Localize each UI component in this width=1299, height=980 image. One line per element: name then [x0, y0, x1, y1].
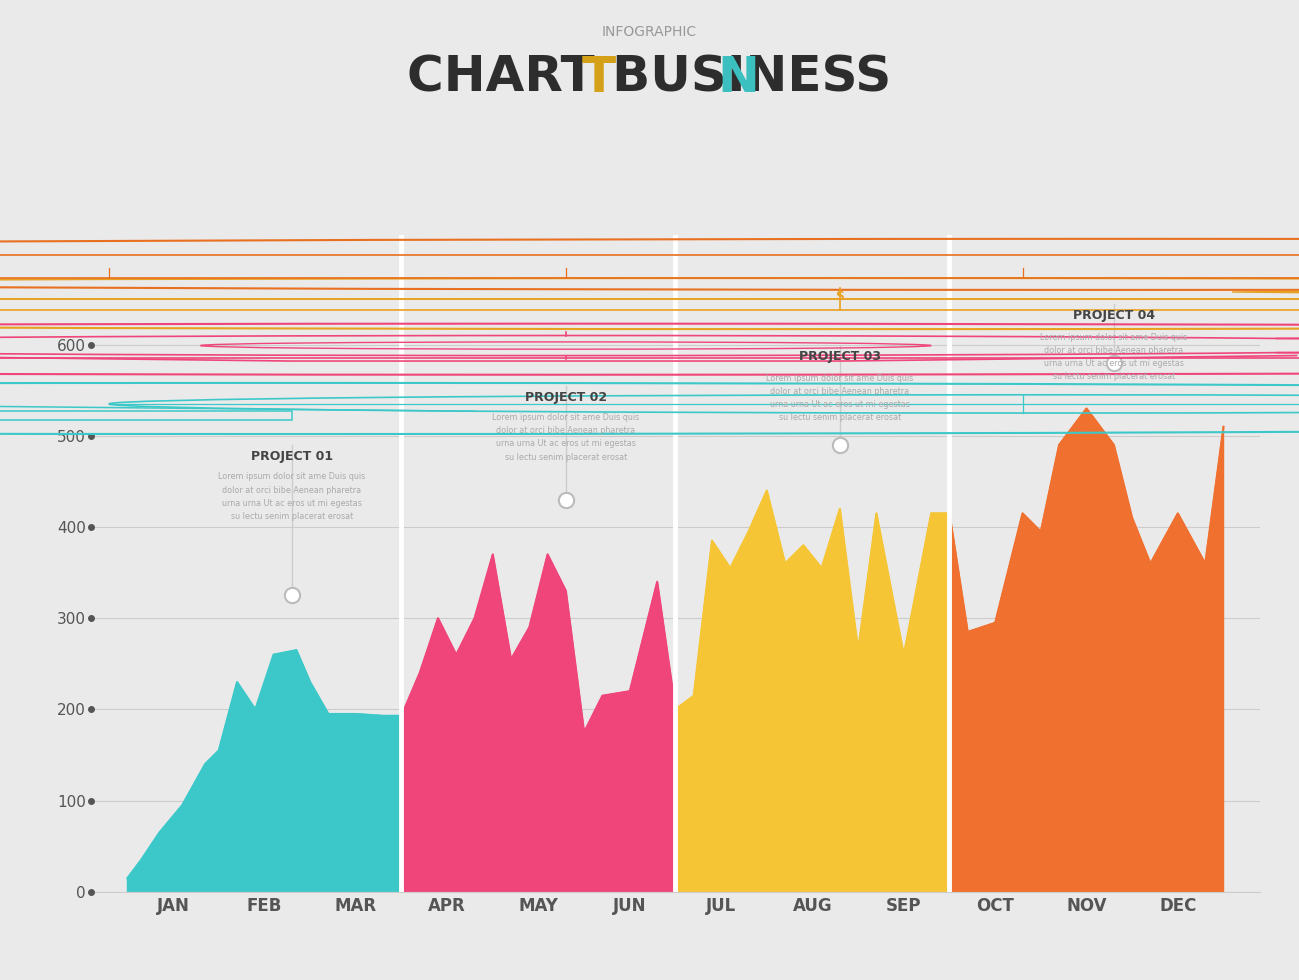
Text: N: N	[717, 54, 759, 102]
Polygon shape	[675, 491, 950, 892]
Text: T: T	[582, 54, 616, 102]
Text: Lorem ipsum dolor sit ame Duis quis
dolor at orci bibe Aenean pharetra
urna urna: Lorem ipsum dolor sit ame Duis quis dolo…	[1040, 333, 1187, 381]
Polygon shape	[401, 555, 675, 892]
Text: PROJECT 04: PROJECT 04	[1073, 309, 1155, 321]
Text: INFOGRAPHIC: INFOGRAPHIC	[601, 24, 698, 38]
Text: CHART BUSINESS: CHART BUSINESS	[408, 54, 891, 102]
Text: Lorem ipsum dolor sit ame Duis quis
dolor at orci bibe Aenean pharetra
urna urna: Lorem ipsum dolor sit ame Duis quis dolo…	[492, 413, 639, 462]
Text: $: $	[835, 290, 844, 303]
Text: PROJECT 01: PROJECT 01	[251, 450, 333, 464]
Text: PROJECT 02: PROJECT 02	[525, 391, 607, 404]
Polygon shape	[950, 409, 1224, 892]
Polygon shape	[127, 650, 401, 892]
Text: Lorem ipsum dolor sit ame Duis quis
dolor at orci bibe Aenean pharetra
urna urna: Lorem ipsum dolor sit ame Duis quis dolo…	[218, 472, 365, 521]
FancyArrow shape	[1231, 282, 1299, 293]
Bar	[0, 299, 1299, 310]
Text: PROJECT 03: PROJECT 03	[799, 350, 881, 363]
Text: Lorem ipsum dolor sit ame Duis quis
dolor at orci bibe Aenean pharetra
urna urna: Lorem ipsum dolor sit ame Duis quis dolo…	[766, 373, 913, 422]
